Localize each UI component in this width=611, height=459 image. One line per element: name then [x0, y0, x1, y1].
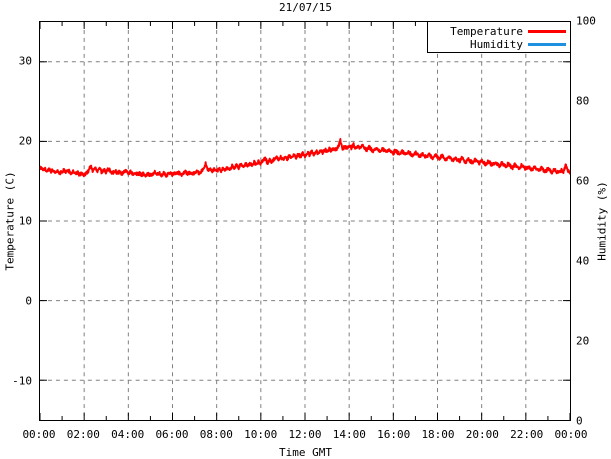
- x-axis-tick-label: 22:00: [510, 428, 544, 441]
- legend-swatch-humidity: [528, 43, 566, 46]
- x-axis-tick-label: 00:00: [22, 428, 56, 441]
- y-axis-right-tick-label: 80: [576, 94, 590, 108]
- legend-label-humidity: Humidity: [470, 38, 523, 51]
- x-axis-title: Time GMT: [279, 446, 332, 459]
- legend-item-humidity[interactable]: Humidity: [470, 38, 566, 51]
- legend-item-temperature[interactable]: Temperature: [450, 25, 566, 38]
- y-axis-left-tick-label: -10: [12, 374, 32, 388]
- x-axis-tick-label: 04:00: [111, 428, 145, 441]
- y-axis-right-tick-label: 40: [576, 254, 590, 268]
- x-axis-tick-label: 20:00: [465, 428, 499, 441]
- series-line-temperature: [40, 138, 570, 178]
- chart-title: 21/07/15: [279, 1, 332, 14]
- x-axis-tick-label: 14:00: [332, 428, 366, 441]
- y-axis-right-title-container: Humidity (%): [592, 21, 611, 421]
- x-axis-tick-label: 08:00: [199, 428, 233, 441]
- plot-area: [39, 21, 571, 421]
- chart-legend[interactable]: Temperature Humidity: [427, 21, 571, 53]
- legend-label-temperature: Temperature: [450, 25, 523, 38]
- y-axis-left-tick-label: 20: [18, 134, 32, 148]
- y-axis-right-tick-label: 100: [576, 14, 596, 28]
- x-axis-tick-label: 00:00: [554, 428, 588, 441]
- legend-swatch-temperature: [528, 30, 566, 33]
- x-axis-tick-label: 06:00: [155, 428, 189, 441]
- y-axis-right-title: Humidity (%): [595, 181, 609, 261]
- x-axis-tick-label: 02:00: [66, 428, 100, 441]
- y-axis-left-tick-label: 10: [18, 214, 32, 228]
- y-axis-left-tick-label: 30: [18, 54, 32, 68]
- plot-canvas: [40, 22, 570, 420]
- x-axis-tick-label: 10:00: [244, 428, 278, 441]
- x-axis-tick-label: 12:00: [288, 428, 322, 441]
- y-axis-right-tick-label: 0: [576, 414, 583, 428]
- y-axis-right-tick-label: 60: [576, 174, 590, 188]
- x-axis-tick-label: 16:00: [377, 428, 411, 441]
- x-axis-tick-label: 18:00: [421, 428, 455, 441]
- y-axis-left-tick-label: 0: [25, 294, 32, 308]
- y-axis-right-tick-label: 20: [576, 334, 590, 348]
